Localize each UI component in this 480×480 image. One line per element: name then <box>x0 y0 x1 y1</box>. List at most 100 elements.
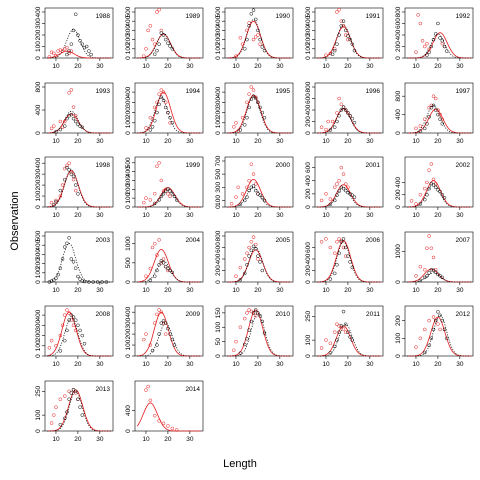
black-point <box>161 261 166 265</box>
red-point <box>339 102 344 106</box>
y-tick-label: 100 <box>35 409 42 420</box>
red-point <box>251 172 256 176</box>
black-fit-line <box>227 19 291 59</box>
red-point <box>319 240 324 244</box>
red-point <box>234 121 238 125</box>
black-point <box>76 122 80 127</box>
red-point <box>414 345 418 349</box>
black-point <box>67 397 71 402</box>
black-point <box>238 351 243 355</box>
black-point <box>343 245 348 250</box>
red-fit-line <box>47 170 111 208</box>
black-point <box>62 177 67 182</box>
x-tick-label: 30 <box>276 287 284 294</box>
red-point <box>152 413 157 418</box>
y-tick-label: 0 <box>305 354 312 358</box>
black-point <box>159 259 164 263</box>
black-point <box>67 49 71 53</box>
panel-year-label: 1998 <box>96 162 111 169</box>
black-point <box>332 48 337 53</box>
x-tick-label: 30 <box>96 361 104 368</box>
panel-frame <box>224 231 294 283</box>
black-point <box>170 270 175 275</box>
y-tick-label: 400 <box>395 29 402 40</box>
black-point <box>425 53 429 57</box>
black-point <box>73 12 78 17</box>
panel-year-label: 1989 <box>186 13 201 20</box>
red-point <box>144 388 148 392</box>
x-tick-label: 10 <box>142 287 150 294</box>
black-point <box>152 52 157 57</box>
black-point <box>262 331 267 335</box>
panel-year-label: 2011 <box>366 311 380 318</box>
y-tick-label: 300 <box>35 18 42 29</box>
black-fit-line <box>137 322 201 357</box>
red-point <box>245 28 249 33</box>
red-point <box>52 51 56 56</box>
panel-year-label: 2005 <box>276 237 291 244</box>
red-point <box>425 180 429 185</box>
y-tick-label: 0 <box>125 354 132 358</box>
red-point <box>47 55 52 59</box>
y-tick-label: 0 <box>395 205 402 209</box>
x-tick-label: 20 <box>74 436 82 443</box>
red-point <box>251 235 256 239</box>
black-point <box>444 336 449 341</box>
x-tick-label: 10 <box>232 138 240 145</box>
black-point <box>348 37 352 42</box>
black-point <box>328 351 333 355</box>
x-tick-label: 10 <box>142 63 150 70</box>
x-tick-label: 20 <box>74 361 82 368</box>
y-tick-label: 300 <box>215 181 222 192</box>
black-point <box>159 95 164 99</box>
x-tick-label: 30 <box>186 63 194 70</box>
black-point <box>427 115 431 119</box>
black-point <box>170 337 175 342</box>
red-point <box>332 330 337 334</box>
red-point <box>339 238 344 243</box>
black-point <box>249 97 254 102</box>
black-point <box>337 251 341 255</box>
black-point <box>172 343 177 347</box>
y-tick-label: 0 <box>35 205 42 209</box>
red-point <box>253 35 258 39</box>
red-point <box>332 251 337 255</box>
black-point <box>245 115 249 120</box>
black-point <box>65 116 69 121</box>
black-point <box>166 326 170 331</box>
black-point <box>166 187 170 192</box>
red-point <box>234 54 238 58</box>
x-tick-label: 30 <box>276 361 284 368</box>
x-tick-label: 10 <box>412 63 420 70</box>
black-point <box>348 335 352 339</box>
panel-2004: 2004 10 20 30 0 500 1000 <box>125 231 204 294</box>
black-point <box>256 254 260 258</box>
black-point <box>346 254 350 258</box>
y-tick-label: 100 <box>215 195 222 206</box>
x-tick-label: 10 <box>232 63 240 70</box>
black-point <box>425 274 429 278</box>
red-point <box>256 257 260 261</box>
panel-frame <box>224 305 294 357</box>
y-tick-label: 100 <box>125 43 132 54</box>
black-point <box>253 96 258 100</box>
x-tick-label: 20 <box>434 138 442 145</box>
black-point <box>163 264 168 269</box>
x-tick-label: 30 <box>366 212 374 219</box>
black-point <box>242 123 247 127</box>
black-point <box>155 268 159 273</box>
red-point <box>418 336 423 341</box>
black-point <box>65 241 69 246</box>
red-fit-line <box>227 94 291 134</box>
x-tick-label: 10 <box>142 138 150 145</box>
y-tick-label: 400 <box>215 86 222 97</box>
black-point <box>346 111 350 115</box>
x-tick-label: 30 <box>366 138 374 145</box>
y-tick-label: 300 <box>35 320 42 331</box>
y-tick-label: 100 <box>305 334 312 345</box>
red-point <box>54 53 58 58</box>
y-tick-label: 400 <box>125 306 132 317</box>
black-point <box>80 125 85 129</box>
black-point <box>157 42 161 46</box>
